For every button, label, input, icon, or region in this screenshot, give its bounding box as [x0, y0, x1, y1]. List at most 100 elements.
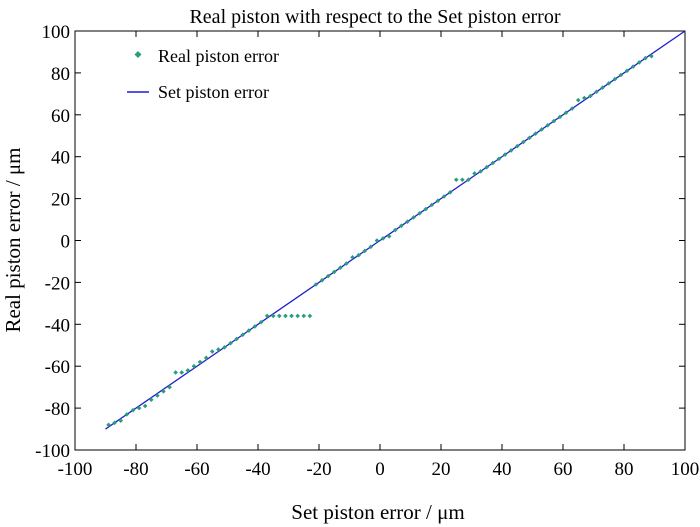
- x-tick-label: 40: [493, 459, 512, 480]
- real-point: [240, 332, 246, 338]
- y-tick-label: 80: [51, 64, 70, 85]
- y-tick-label: 60: [51, 106, 70, 127]
- real-point: [636, 60, 642, 65]
- real-point: [466, 177, 471, 183]
- real-point: [252, 324, 258, 329]
- y-tick-label: -100: [35, 441, 70, 462]
- real-point: [222, 345, 227, 350]
- real-point: [417, 210, 422, 216]
- real-point: [551, 118, 557, 124]
- legend-marker-real: [134, 51, 142, 58]
- legend-label-set: Set piston error: [158, 82, 269, 102]
- real-point: [246, 328, 252, 333]
- x-tick-label: -80: [123, 459, 148, 480]
- real-point: [325, 273, 331, 279]
- real-point: [277, 313, 282, 319]
- real-point: [484, 164, 490, 170]
- real-point: [148, 397, 154, 403]
- y-tick-label: 100: [42, 22, 71, 43]
- real-point: [191, 363, 197, 369]
- real-point: [399, 223, 404, 229]
- real-point: [496, 156, 502, 162]
- real-point: [386, 234, 392, 239]
- real-point: [643, 55, 648, 61]
- real-point: [405, 219, 410, 224]
- real-point: [563, 110, 569, 116]
- y-tick-label: 0: [61, 232, 71, 253]
- x-axis-label: Set piston error / μm: [291, 500, 464, 524]
- real-point: [649, 53, 654, 59]
- real-point: [234, 336, 239, 342]
- real-point: [374, 238, 380, 243]
- real-point: [301, 313, 307, 319]
- real-point: [356, 252, 361, 258]
- real-point: [106, 422, 111, 428]
- real-point: [380, 236, 386, 241]
- tick-group: [74, 30, 686, 451]
- real-points-series: [106, 53, 654, 428]
- real-point: [606, 81, 612, 86]
- real-point: [283, 313, 288, 319]
- y-tick-label: 20: [51, 190, 70, 211]
- real-point: [209, 349, 215, 354]
- legend: Real piston error Set piston error: [127, 46, 279, 102]
- real-point: [594, 89, 599, 95]
- real-point: [155, 393, 160, 398]
- real-point: [429, 202, 435, 208]
- x-tick-label: 60: [554, 459, 573, 480]
- x-tick-labels: -100 -80 -60 -40 -20 0 20 40 60 80 100: [58, 459, 700, 480]
- real-point: [203, 355, 209, 361]
- real-point: [368, 244, 374, 250]
- real-point: [350, 254, 355, 260]
- real-point: [569, 106, 575, 111]
- real-point: [514, 143, 520, 149]
- chart-title: Real piston with respect to the Set pist…: [189, 6, 560, 28]
- x-tick-label: -40: [245, 459, 270, 480]
- real-point: [136, 405, 142, 411]
- real-point: [289, 313, 294, 319]
- real-point: [124, 412, 130, 417]
- x-tick-label: 20: [432, 459, 451, 480]
- real-point: [173, 370, 178, 375]
- real-point: [118, 418, 124, 423]
- real-point: [618, 72, 624, 78]
- x-tick-label: -100: [58, 459, 93, 480]
- real-point: [338, 265, 343, 271]
- real-point: [435, 198, 441, 203]
- real-point: [344, 261, 349, 266]
- x-tick-label: 80: [615, 459, 634, 480]
- real-point: [521, 139, 526, 145]
- real-point: [582, 95, 587, 101]
- real-point: [447, 190, 453, 195]
- real-point: [557, 114, 563, 120]
- x-tick-label: -60: [184, 459, 209, 480]
- real-point: [228, 340, 233, 346]
- real-point: [575, 97, 581, 103]
- real-point: [423, 206, 429, 212]
- real-point: [167, 384, 172, 390]
- real-point: [264, 313, 270, 319]
- real-point: [545, 122, 551, 128]
- real-point: [270, 313, 276, 319]
- real-point: [307, 313, 313, 319]
- real-point: [453, 177, 459, 183]
- real-point: [411, 215, 416, 220]
- real-point: [502, 152, 508, 157]
- y-axis-label: Real piston error / μm: [1, 147, 25, 332]
- real-point: [331, 269, 337, 275]
- real-point: [216, 347, 221, 352]
- y-tick-label: -80: [45, 399, 70, 420]
- x-tick-label: 100: [671, 459, 700, 480]
- real-point: [392, 227, 398, 233]
- y-tick-label: -60: [45, 357, 70, 378]
- real-point: [313, 282, 319, 287]
- real-point: [490, 160, 496, 166]
- real-point: [588, 93, 593, 99]
- real-point: [600, 85, 605, 90]
- real-point: [478, 169, 483, 174]
- real-point: [539, 127, 544, 132]
- real-point: [130, 407, 136, 413]
- real-point: [112, 420, 117, 426]
- real-point: [258, 319, 264, 325]
